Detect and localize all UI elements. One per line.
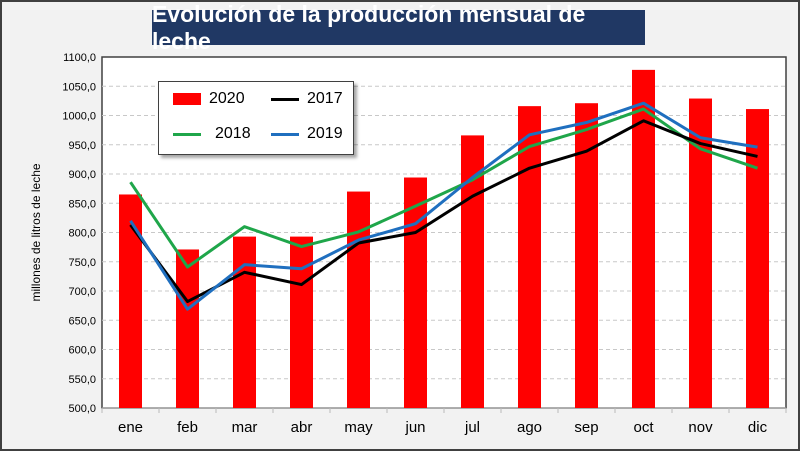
x-tick-label: jul [464, 419, 480, 436]
bar-2020-ago [518, 106, 541, 408]
bar-2020-ene [119, 194, 142, 408]
y-tick-label: 700,0 [68, 286, 96, 298]
x-tick-label: abr [291, 419, 313, 436]
x-tick-label: ago [517, 419, 542, 436]
legend-swatch-2020 [173, 93, 201, 105]
legend-label-2018: 2018 [215, 125, 251, 142]
bar-2020-mar [233, 236, 256, 408]
y-tick-label: 650,0 [68, 315, 96, 327]
line-2019 [129, 101, 758, 311]
y-tick-label: 750,0 [68, 257, 96, 269]
legend-label-2019: 2019 [307, 125, 343, 142]
line-2017 [129, 119, 758, 304]
y-axis-label: millones de litros de leche [29, 163, 43, 301]
bar-2020-oct [632, 69, 655, 409]
bar-2020-may [347, 191, 370, 408]
x-tick-label: ene [118, 419, 143, 436]
y-tick-label: 850,0 [68, 198, 96, 210]
y-tick-label: 900,0 [68, 169, 96, 181]
x-tick-label: dic [748, 419, 768, 436]
legend-item-2018: 2018 [173, 125, 251, 143]
x-tick-label: feb [177, 419, 198, 436]
x-tick-label: sep [574, 419, 598, 436]
bar-2020-dic [746, 109, 769, 408]
legend-label-2020: 2020 [209, 90, 245, 107]
legend-item-2020: 2020 [173, 90, 245, 108]
bar-2020-nov [689, 98, 712, 408]
y-tick-label: 1000,0 [62, 111, 96, 123]
y-tick-label: 1100,0 [63, 52, 96, 64]
bar-2020-jul [461, 135, 484, 408]
legend-swatch-2019 [271, 132, 299, 136]
y-tick-label: 950,0 [68, 140, 96, 152]
y-tick-label: 500,0 [68, 403, 96, 415]
legend-item-2019: 2019 [271, 125, 343, 143]
legend-swatch-2018 [173, 132, 201, 136]
bar-2020-sep [575, 103, 598, 408]
y-tick-label: 800,0 [68, 228, 96, 240]
line-2018 [129, 107, 758, 269]
bar-2020-abr [290, 236, 313, 408]
legend: 2020 2017 2018 2019 [158, 81, 354, 155]
x-tick-label: jun [404, 419, 425, 436]
bar-2020-feb [176, 249, 199, 408]
y-tick-label: 550,0 [68, 374, 96, 386]
x-tick-label: nov [688, 419, 713, 436]
legend-label-2017: 2017 [307, 90, 343, 107]
legend-item-2017: 2017 [271, 90, 343, 108]
y-tick-label: 600,0 [68, 345, 96, 357]
y-tick-label: 1050,0 [62, 81, 96, 93]
x-tick-label: may [344, 419, 373, 436]
x-tick-label: oct [633, 419, 654, 436]
bar-2020-jun [404, 177, 427, 408]
legend-swatch-2017 [271, 97, 299, 101]
x-tick-label: mar [232, 419, 258, 436]
